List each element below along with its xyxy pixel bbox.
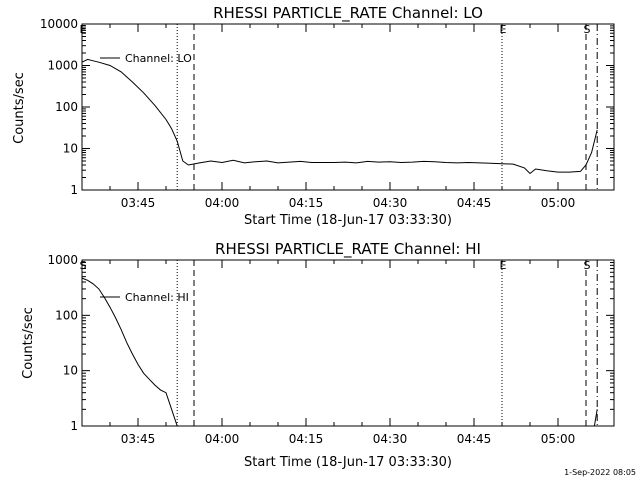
lo-x-tick-label: 03:45 [121,196,156,210]
hi-event-marker-label: S [80,259,87,272]
panel-lo: RHESSI PARTICLE_RATE Channel: LO Counts/… [12,4,615,228]
lo-event-marker-label: S [584,23,591,36]
lo-event-marker-label: E [80,23,87,36]
panel-lo-legend-label: Channel: LO [125,52,192,65]
lo-series-line [81,58,598,175]
lo-x-tick-label: 05:00 [541,196,576,210]
lo-x-tick-label: 04:00 [205,196,240,210]
hi-series-line-tail [593,409,598,427]
lo-y-tick-label: 1 [70,183,78,197]
panel-hi-title: RHESSI PARTICLE_RATE Channel: HI [215,240,481,259]
lo-y-tick-label: 100 [55,100,78,114]
lo-y-tick-label: 10000 [40,17,78,31]
hi-y-tick-label: 1 [70,419,78,433]
timestamp-stamp: 1-Sep-2022 08:05 [564,468,636,477]
lo-x-tick-label: 04:45 [457,196,492,210]
lo-x-tick-label: 04:15 [289,196,324,210]
hi-x-tick-label: 03:45 [121,432,156,446]
hi-x-tick-label: 04:30 [373,432,408,446]
hi-series-line [81,277,178,427]
hi-x-tick-label: 04:45 [457,432,492,446]
hi-x-tick-label: 04:15 [289,432,324,446]
panel-hi-legend-label: Channel: HI [125,291,189,304]
panel-lo-frame [81,23,615,191]
panel-hi-xlabel: Start Time (18-Jun-17 03:33:30) [244,455,452,470]
hi-y-tick-label: 1000 [47,253,78,267]
hi-x-tick-label: 05:00 [541,432,576,446]
panel-lo-xlabel: Start Time (18-Jun-17 03:33:30) [244,213,452,228]
panel-hi-frame [81,259,615,427]
panel-hi-ylabel: Counts/sec [21,307,36,379]
hi-y-tick-label: 10 [63,364,78,378]
hi-y-tick-label: 100 [55,308,78,322]
panel-hi-plot-layer: 03:45 04:00 04:15 04:30 04:45 05:00 1 10 100 1000… [47,253,615,446]
lo-event-marker-label: E [500,23,507,36]
lo-x-tick-label: 04:30 [373,196,408,210]
lo-y-tick-label: 1000 [47,59,78,73]
hi-event-marker-label: E [500,259,507,272]
panel-hi: RHESSI PARTICLE_RATE Channel: HI Counts/… [21,240,615,470]
hi-event-marker-label: S [584,259,591,272]
hi-x-tick-label: 04:00 [205,432,240,446]
panel-lo-ylabel: Counts/sec [12,72,27,144]
panel-lo-plot-layer: 03:45 04:00 04:15 04:30 04:45 05:00 1 10 100 1000… [40,17,615,210]
panel-lo-title: RHESSI PARTICLE_RATE Channel: LO [213,4,483,23]
lo-y-tick-label: 10 [63,142,78,156]
